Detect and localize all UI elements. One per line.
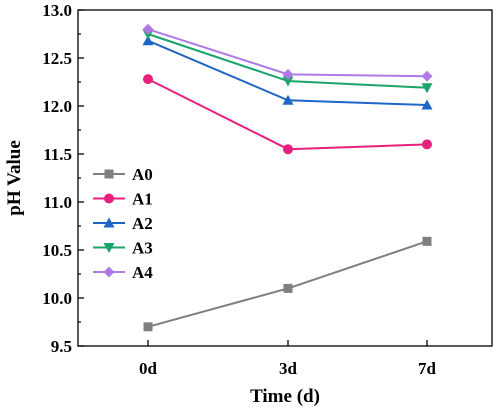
series-a0 — [143, 236, 432, 332]
legend-entry: A2 — [93, 214, 153, 233]
y-tick-label: 9.5 — [51, 337, 72, 356]
data-point — [421, 83, 433, 94]
data-point — [282, 68, 294, 80]
series-layer — [142, 23, 433, 332]
data-point — [422, 139, 432, 150]
data-point — [282, 76, 294, 87]
legend-entry: A3 — [93, 239, 153, 258]
x-axis-title: Time (d) — [250, 386, 320, 407]
legend-marker — [103, 217, 115, 228]
legend-entry: A4 — [93, 263, 153, 282]
data-point — [422, 236, 432, 246]
x-tick-label: 0d — [139, 359, 158, 378]
series-a1 — [143, 74, 432, 155]
y-tick-label: 13.0 — [42, 1, 72, 20]
legend-marker — [103, 243, 115, 253]
series-line — [147, 28, 428, 78]
legend-entry: A1 — [93, 190, 153, 209]
series-a2 — [142, 35, 433, 110]
legend-label: A3 — [132, 239, 153, 258]
y-axis: 9.5 10.0 10.5 11.0 11.5 12.0 12.5 13.0 — [42, 1, 84, 356]
data-point — [142, 35, 154, 46]
legend-entry: A0 — [93, 165, 153, 184]
data-point — [142, 23, 154, 35]
data-point — [143, 74, 153, 85]
legend: A0 A1 A2 A3 A4 — [93, 165, 153, 282]
legend-label: A1 — [132, 190, 153, 209]
x-axis: 0d 3d 7d — [139, 340, 437, 378]
legend-label: A2 — [132, 214, 153, 233]
y-axis-title: pH Value — [4, 140, 25, 216]
legend-label: A0 — [132, 165, 153, 184]
data-point — [143, 322, 153, 332]
legend-marker — [104, 169, 114, 179]
data-point — [282, 94, 294, 105]
series-a4 — [142, 23, 433, 82]
y-tick-label: 12.0 — [42, 97, 72, 116]
data-point — [421, 99, 433, 110]
y-tick-label: 12.5 — [42, 49, 72, 68]
x-tick-label: 3d — [279, 359, 298, 378]
x-tick-label: 7d — [418, 359, 437, 378]
legend-marker — [104, 193, 114, 204]
data-point — [283, 283, 293, 293]
y-tick-label: 10.5 — [42, 241, 72, 260]
y-tick-label: 11.5 — [43, 145, 72, 164]
y-tick-label: 11.0 — [43, 193, 72, 212]
legend-label: A4 — [132, 263, 153, 282]
data-point — [283, 144, 293, 155]
y-tick-label: 10.0 — [42, 289, 72, 308]
series-line — [147, 78, 428, 151]
data-point — [421, 70, 433, 82]
legend-marker — [103, 266, 115, 278]
series-a3 — [142, 29, 433, 94]
